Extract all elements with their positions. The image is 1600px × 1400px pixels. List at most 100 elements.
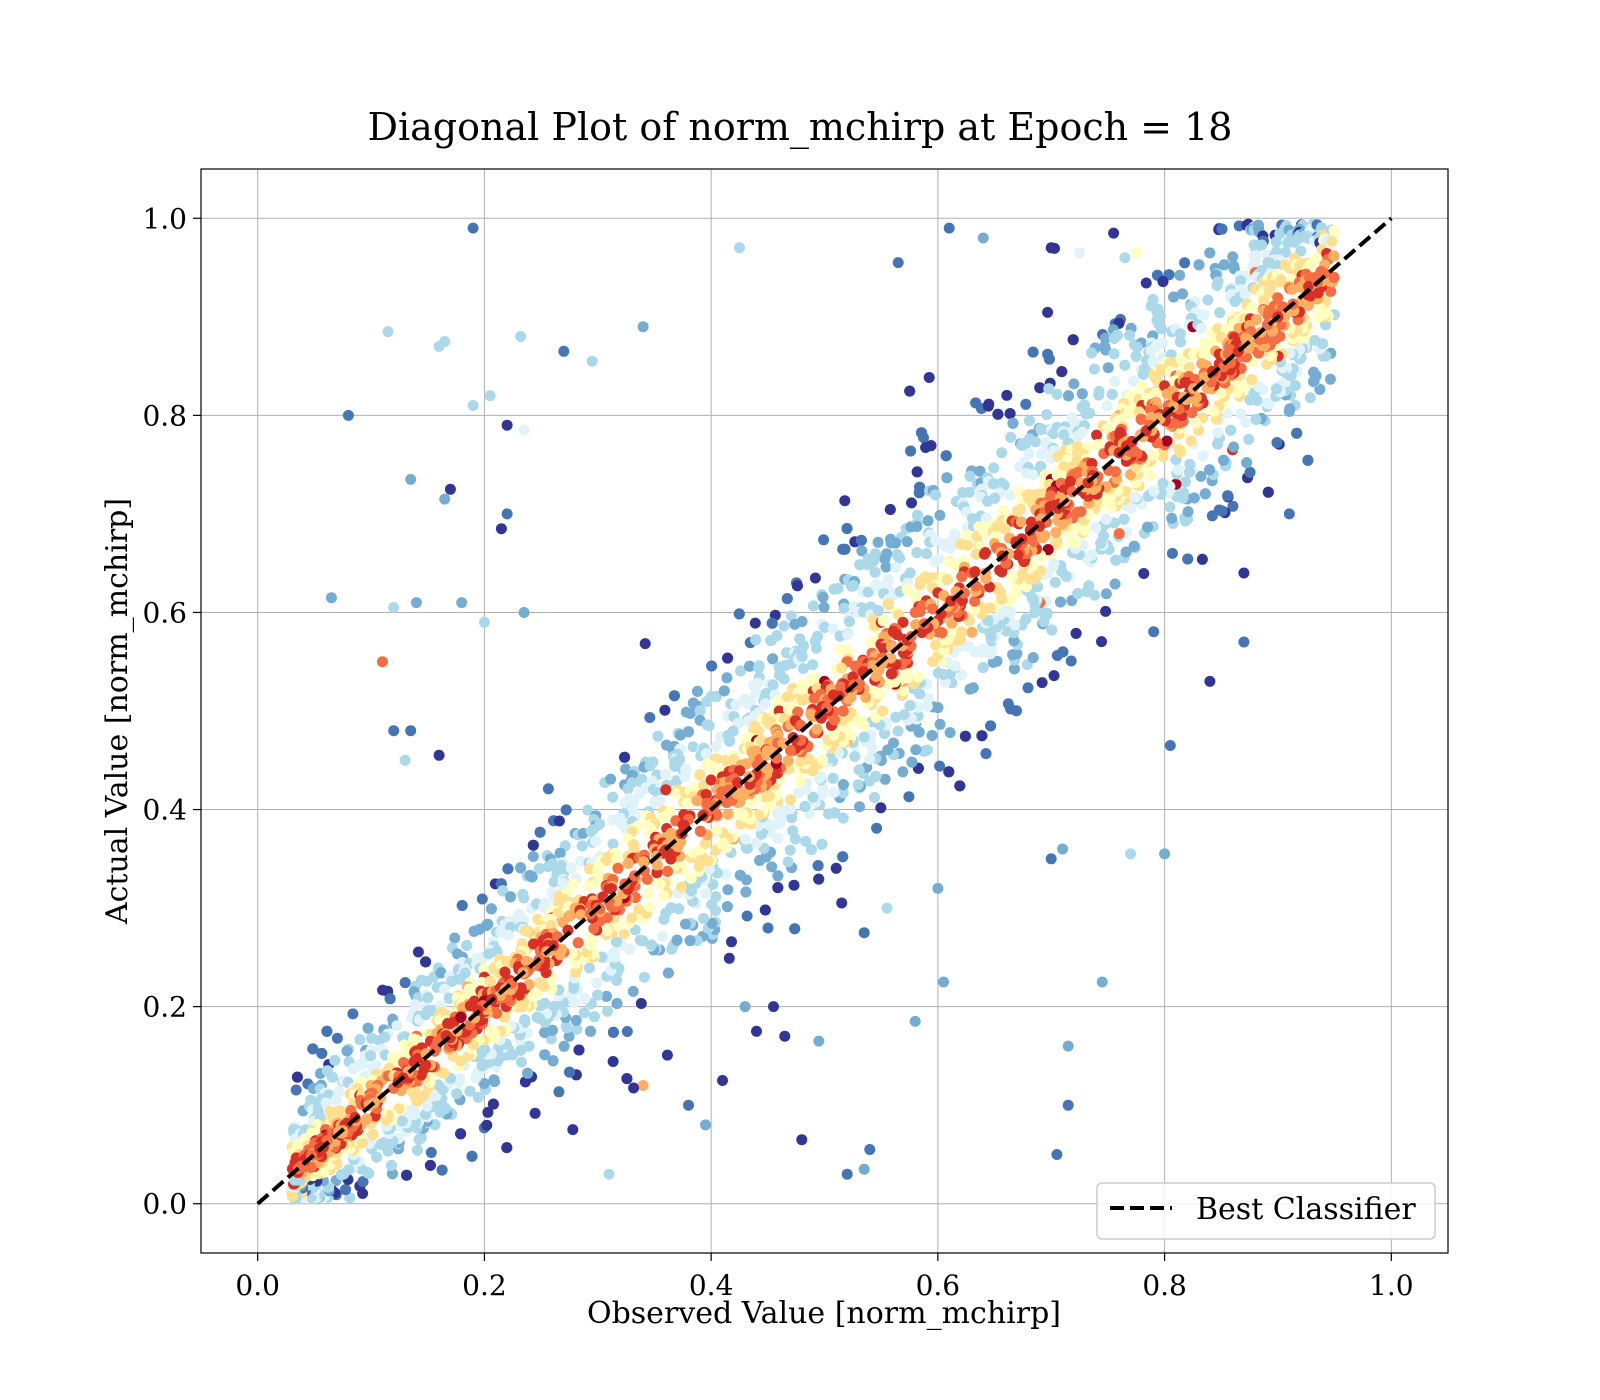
- scatter-point: [1006, 571, 1018, 583]
- scatter-point: [817, 591, 829, 603]
- scatter-point: [601, 990, 612, 1002]
- scatter-point: [964, 683, 976, 695]
- scatter-point: [858, 1163, 870, 1175]
- scatter-point: [1253, 381, 1265, 393]
- scatter-point: [495, 523, 507, 535]
- scatter-point: [720, 868, 732, 880]
- scatter-point: [1035, 565, 1047, 577]
- scatter-point: [1088, 363, 1100, 375]
- scatter-point: [1014, 461, 1025, 473]
- scatter-point: [634, 934, 646, 946]
- scatter-point: [956, 669, 968, 681]
- scatter-point: [1239, 381, 1251, 393]
- scatter-point: [1128, 375, 1139, 387]
- scatter-point: [897, 766, 909, 778]
- scatter-point: [515, 1044, 527, 1056]
- scatter-point: [988, 478, 999, 490]
- scatter-point: [1320, 319, 1332, 331]
- scatter-point: [533, 977, 545, 989]
- scatter-point: [1195, 323, 1207, 334]
- scatter-point: [479, 1043, 490, 1055]
- scatter-point: [1058, 429, 1070, 441]
- scatter-point: [1328, 271, 1340, 283]
- scatter-point: [578, 1007, 590, 1019]
- scatter-point: [771, 630, 783, 642]
- scatter-point: [1148, 626, 1160, 638]
- scatter-point: [866, 743, 878, 755]
- scatter-point: [1000, 625, 1012, 637]
- scatter-point: [579, 993, 591, 1005]
- scatter-point: [1228, 441, 1240, 453]
- scatter-point: [765, 799, 777, 811]
- scatter-point: [759, 698, 771, 710]
- scatter-point: [379, 1031, 391, 1043]
- scatter-point: [1284, 403, 1296, 415]
- scatter-point: [768, 1001, 779, 1013]
- scatter-point: [703, 720, 715, 732]
- scatter-point: [684, 935, 696, 947]
- scatter-point: [796, 616, 808, 627]
- scatter-point: [830, 862, 842, 874]
- chart-title: Diagonal Plot of norm_mchirp at Epoch = …: [368, 105, 1233, 150]
- scatter-point: [1212, 323, 1224, 334]
- scatter-point: [734, 869, 746, 881]
- scatter-point: [733, 608, 745, 620]
- scatter-point: [732, 717, 744, 729]
- scatter-point: [843, 616, 855, 628]
- scatter-point: [497, 885, 509, 897]
- scatter-point: [986, 643, 998, 655]
- scatter-point: [698, 913, 709, 924]
- scatter-point: [1156, 365, 1167, 377]
- scatter-point: [464, 1085, 476, 1097]
- scatter-point: [542, 783, 554, 795]
- scatter-point: [1172, 464, 1184, 476]
- scatter-point: [996, 447, 1008, 459]
- scatter-point: [478, 1078, 490, 1089]
- scatter-point: [926, 730, 938, 741]
- scatter-point: [913, 487, 925, 499]
- scatter-point: [943, 766, 955, 778]
- scatter-point: [558, 1040, 570, 1052]
- scatter-point: [439, 983, 451, 995]
- scatter-point: [989, 492, 1001, 504]
- scatter-point: [1027, 346, 1039, 358]
- scatter-point: [913, 671, 925, 683]
- scatter-point: [485, 903, 497, 915]
- scatter-point: [607, 1056, 619, 1067]
- scatter-point: [918, 432, 929, 444]
- scatter-point: [788, 879, 800, 891]
- scatter-point: [1136, 381, 1148, 393]
- scatter-point: [1130, 247, 1142, 259]
- scatter-point: [1023, 415, 1035, 427]
- scatter-point: [590, 877, 602, 889]
- scatter-point: [1231, 387, 1243, 398]
- scatter-point: [941, 574, 953, 586]
- scatter-point: [892, 725, 904, 737]
- scatter-point: [1195, 470, 1207, 482]
- scatter-point: [1168, 291, 1180, 303]
- scatter-point: [778, 620, 790, 632]
- scatter-point: [892, 257, 904, 269]
- scatter-point: [1225, 424, 1237, 436]
- scatter-point: [1283, 508, 1295, 520]
- scatter-point: [1068, 378, 1080, 390]
- scatter-point: [553, 815, 565, 827]
- scatter-point: [813, 1035, 825, 1047]
- scatter-point: [869, 566, 881, 578]
- scatter-point: [740, 886, 752, 898]
- scatter-point: [1015, 503, 1027, 515]
- scatter-point: [1046, 624, 1058, 636]
- scatter-point: [781, 647, 793, 659]
- scatter-point: [921, 548, 933, 560]
- scatter-point: [449, 932, 461, 944]
- scatter-point: [451, 1088, 463, 1100]
- scatter-point: [883, 599, 894, 611]
- scatter-point: [1240, 417, 1252, 428]
- scatter-point: [789, 923, 801, 935]
- scatter-point: [890, 561, 902, 573]
- scatter-point: [1211, 280, 1223, 291]
- scatter-point: [956, 571, 968, 583]
- scatter-point: [584, 962, 595, 974]
- scatter-point: [366, 1129, 378, 1141]
- scatter-point: [590, 835, 602, 847]
